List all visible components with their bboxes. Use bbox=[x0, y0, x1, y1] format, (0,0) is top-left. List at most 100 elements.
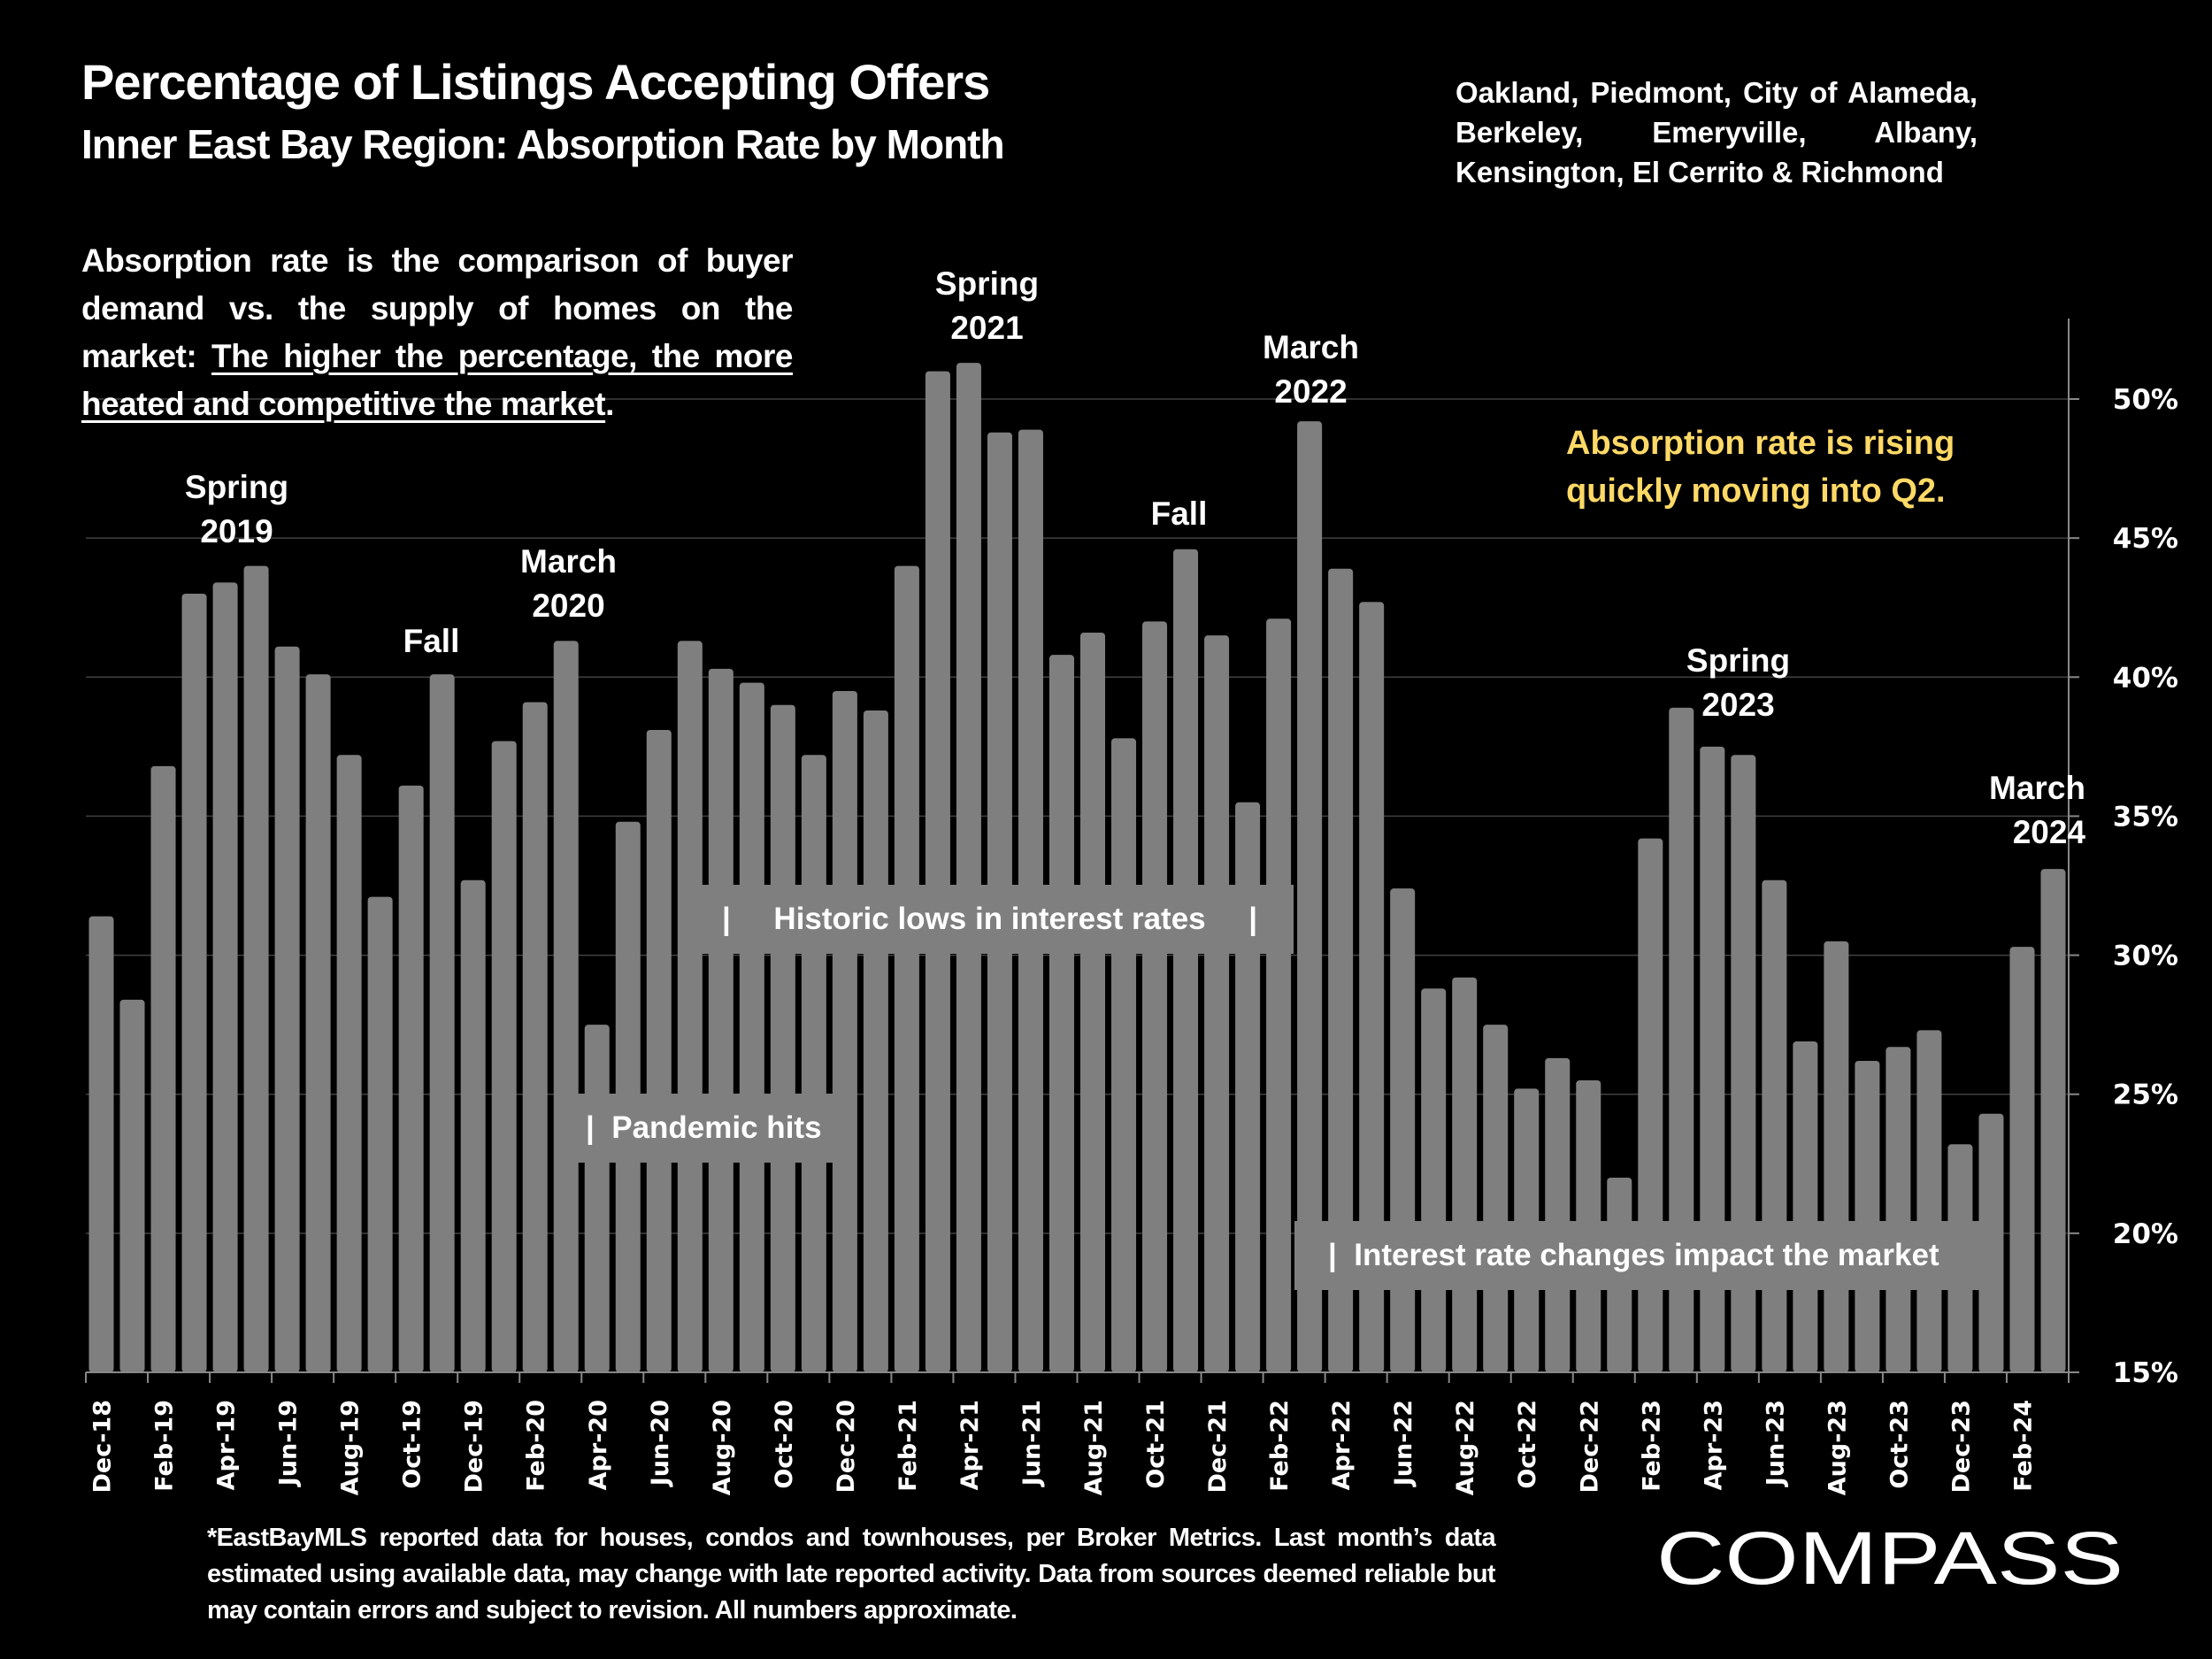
bar-may-23 bbox=[1731, 755, 1756, 1372]
annotation-line: Spring bbox=[934, 265, 1040, 302]
annotation-line: 2019 bbox=[200, 513, 273, 549]
bar-aug-19 bbox=[336, 755, 362, 1372]
axes bbox=[85, 319, 2079, 1383]
x-tick-label: Apr-23 bbox=[1700, 1400, 1727, 1490]
bar-jul-21 bbox=[1048, 655, 1074, 1372]
bar-dec-21 bbox=[1204, 635, 1230, 1372]
x-tick-label: Aug-22 bbox=[1452, 1400, 1479, 1495]
y-tick-label: 50% bbox=[2113, 384, 2178, 416]
x-tick-label: Oct-23 bbox=[1886, 1400, 1913, 1489]
bar-mar-21 bbox=[925, 371, 950, 1373]
y-tick-label: 15% bbox=[2113, 1357, 2178, 1389]
annotation-spring-2023: Spring 2023 bbox=[1678, 639, 1798, 727]
bar-jul-22 bbox=[1421, 988, 1447, 1372]
annotation-fall-2019: Fall bbox=[389, 619, 473, 664]
bar-apr-22 bbox=[1328, 568, 1354, 1372]
compass-logo: COMPASS bbox=[1656, 1524, 2124, 1594]
bar-feb-19 bbox=[150, 765, 176, 1372]
y-tick-label: 20% bbox=[2113, 1218, 2178, 1250]
x-tick-label: Apr-20 bbox=[585, 1400, 612, 1490]
x-tick-label: Apr-22 bbox=[1328, 1400, 1356, 1490]
bar-mar-19 bbox=[181, 594, 207, 1372]
x-tick-label: Apr-21 bbox=[956, 1400, 984, 1490]
annotation-line: March bbox=[1263, 329, 1359, 365]
x-tick-label: Jun-22 bbox=[1390, 1400, 1417, 1487]
x-tick-label: Jun-19 bbox=[275, 1400, 303, 1487]
bar-mar-20 bbox=[553, 641, 579, 1372]
annotation-line: Fall bbox=[403, 623, 460, 659]
bar-apr-20 bbox=[584, 1025, 610, 1372]
bar-oct-21 bbox=[1142, 621, 1168, 1372]
annotation-spring-2021: Spring 2021 bbox=[927, 262, 1047, 350]
bar-aug-21 bbox=[1080, 633, 1106, 1372]
annotation-march-2020: March 2020 bbox=[509, 540, 628, 628]
x-tick-label: Dec-22 bbox=[1576, 1400, 1603, 1494]
footnote: *EastBayMLS reported data for houses, co… bbox=[207, 1524, 1496, 1624]
x-tick-label: Dec-18 bbox=[89, 1400, 117, 1494]
annotation-march-2022: March 2022 bbox=[1251, 326, 1371, 414]
x-tick-label: Dec-19 bbox=[461, 1400, 488, 1494]
highlight-note: Absorption rate is rising quickly moving … bbox=[1566, 419, 1955, 515]
annotation-spring-2019: Spring 2019 bbox=[177, 465, 296, 554]
bar-apr-19 bbox=[212, 582, 238, 1372]
bar-aug-20 bbox=[708, 668, 733, 1372]
x-tick-label: Dec-20 bbox=[833, 1400, 860, 1494]
bar-jan-20 bbox=[491, 741, 517, 1372]
bar-jul-23 bbox=[1793, 1041, 1818, 1372]
x-tick-label: Feb-22 bbox=[1266, 1400, 1294, 1492]
bar-mar-22 bbox=[1297, 421, 1323, 1373]
x-tick-label: Dec-21 bbox=[1204, 1400, 1232, 1494]
annotation-line: 2021 bbox=[950, 310, 1024, 346]
x-tick-label: Feb-24 bbox=[2009, 1400, 2037, 1492]
y-tick-label: 40% bbox=[2113, 662, 2178, 694]
x-tick-label: Oct-21 bbox=[1142, 1400, 1170, 1489]
bar-sep-23 bbox=[1855, 1061, 1880, 1372]
bar-jun-19 bbox=[274, 646, 300, 1372]
bar-apr-21 bbox=[956, 363, 981, 1373]
x-tick-label: Aug-19 bbox=[337, 1400, 365, 1495]
annotation-line: 2020 bbox=[532, 588, 605, 624]
bar-dec-19 bbox=[460, 879, 486, 1372]
x-tick-label: Jun-23 bbox=[1762, 1400, 1789, 1487]
bar-dec-20 bbox=[832, 691, 857, 1372]
x-tick-label: Feb-19 bbox=[151, 1400, 179, 1492]
bar-feb-22 bbox=[1266, 618, 1292, 1372]
bar-sep-20 bbox=[739, 682, 764, 1372]
description-text: Absorption rate is the comparison of buy… bbox=[81, 237, 794, 428]
annotation-line: 2024 bbox=[2012, 814, 2085, 850]
bar-jan-21 bbox=[863, 710, 888, 1372]
x-tick-label: Aug-21 bbox=[1080, 1400, 1108, 1495]
bar-oct-23 bbox=[1886, 1047, 1911, 1372]
annotation-march-2024: March 2024 bbox=[1966, 766, 2085, 855]
annotation-historic-lows: | Historic lows in interest rates | bbox=[690, 885, 1294, 954]
bar-nov-20 bbox=[801, 755, 826, 1372]
description-underlined: The higher the percentage, the more heat… bbox=[81, 338, 794, 422]
description-end: . bbox=[605, 386, 614, 422]
bar-dec-18 bbox=[88, 916, 114, 1372]
bar-nov-21 bbox=[1173, 549, 1199, 1372]
logo-text: COMPASS bbox=[1656, 1524, 2124, 1594]
annotation-rate-changes: | Interest rate changes impact the marke… bbox=[1294, 1221, 2002, 1290]
bar-jan-19 bbox=[119, 999, 145, 1372]
bar-apr-23 bbox=[1700, 746, 1725, 1372]
annotation-line: March bbox=[1989, 770, 2085, 806]
bar-jul-19 bbox=[305, 674, 331, 1372]
bar-aug-23 bbox=[1824, 941, 1849, 1372]
bar-mar-23 bbox=[1669, 707, 1694, 1372]
x-tick-label: Aug-23 bbox=[1824, 1400, 1851, 1495]
bar-sep-22 bbox=[1483, 1025, 1509, 1372]
y-tick-label: 30% bbox=[2113, 941, 2178, 972]
x-tick-label: Feb-23 bbox=[1638, 1400, 1665, 1492]
annotation-line: Spring bbox=[1686, 642, 1791, 679]
bar-nov-22 bbox=[1545, 1057, 1571, 1372]
x-tick-label: Jun-20 bbox=[647, 1400, 674, 1487]
bar-nov-23 bbox=[1916, 1030, 1942, 1372]
page-title: Percentage of Listings Accepting Offers bbox=[81, 54, 990, 110]
bar-may-19 bbox=[243, 565, 269, 1372]
bar-feb-23 bbox=[1638, 838, 1663, 1372]
bar-jun-23 bbox=[1762, 879, 1787, 1372]
annotation-pandemic-hits: | Pandemic hits bbox=[573, 1094, 856, 1163]
annotation-line: March bbox=[520, 543, 617, 580]
x-tick-label: Aug-20 bbox=[709, 1400, 736, 1495]
